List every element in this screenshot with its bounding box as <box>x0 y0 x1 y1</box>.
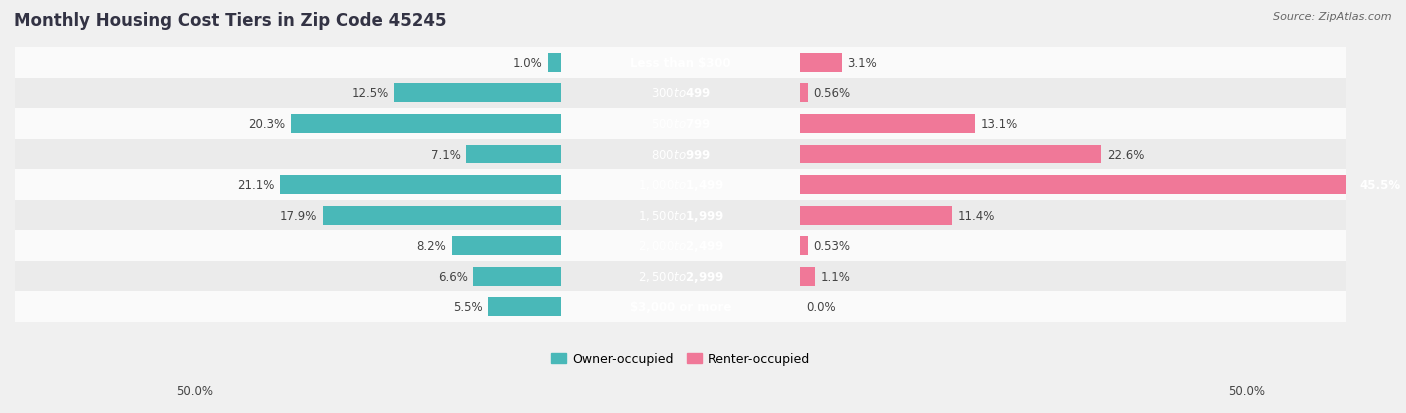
Text: $1,500 to $1,999: $1,500 to $1,999 <box>637 208 724 223</box>
Text: Monthly Housing Cost Tiers in Zip Code 45245: Monthly Housing Cost Tiers in Zip Code 4… <box>14 12 447 30</box>
Bar <box>800 54 842 73</box>
Bar <box>15 48 1347 78</box>
Text: 50.0%: 50.0% <box>176 384 212 397</box>
Text: $2,000 to $2,499: $2,000 to $2,499 <box>637 239 724 254</box>
Text: 21.1%: 21.1% <box>238 179 274 192</box>
Text: $1,000 to $1,499: $1,000 to $1,499 <box>637 178 724 192</box>
Text: $500 to $799: $500 to $799 <box>651 118 710 131</box>
Text: $3,000 or more: $3,000 or more <box>630 301 731 313</box>
Legend: Owner-occupied, Renter-occupied: Owner-occupied, Renter-occupied <box>551 352 810 366</box>
Bar <box>800 145 1101 164</box>
Text: 0.56%: 0.56% <box>813 87 851 100</box>
Text: 0.53%: 0.53% <box>813 240 849 253</box>
Text: $2,500 to $2,999: $2,500 to $2,999 <box>637 269 724 284</box>
Bar <box>15 231 1347 261</box>
Bar <box>395 84 561 103</box>
Bar <box>280 176 561 195</box>
Text: 0.0%: 0.0% <box>806 301 835 313</box>
Text: 13.1%: 13.1% <box>980 118 1018 131</box>
Bar <box>15 261 1347 292</box>
Text: 7.1%: 7.1% <box>432 148 461 161</box>
Bar <box>15 170 1347 200</box>
Bar <box>800 206 952 225</box>
Bar <box>800 237 807 256</box>
Text: 3.1%: 3.1% <box>846 57 877 70</box>
Bar <box>15 140 1347 170</box>
Bar <box>15 292 1347 322</box>
Text: 50.0%: 50.0% <box>1229 384 1265 397</box>
Bar <box>322 206 561 225</box>
Text: 12.5%: 12.5% <box>352 87 389 100</box>
Text: 17.9%: 17.9% <box>280 209 318 222</box>
Bar <box>15 78 1347 109</box>
Text: 6.6%: 6.6% <box>437 270 468 283</box>
Bar <box>15 109 1347 140</box>
Text: $800 to $999: $800 to $999 <box>651 148 710 161</box>
Bar <box>467 145 561 164</box>
Bar <box>800 115 974 134</box>
Bar <box>291 115 561 134</box>
Text: 20.3%: 20.3% <box>247 118 285 131</box>
Text: 8.2%: 8.2% <box>416 240 446 253</box>
Text: 11.4%: 11.4% <box>957 209 995 222</box>
Bar <box>15 200 1347 231</box>
Bar <box>472 267 561 286</box>
Text: $300 to $499: $300 to $499 <box>651 87 710 100</box>
Bar <box>800 84 808 103</box>
Bar <box>488 298 561 316</box>
Text: Source: ZipAtlas.com: Source: ZipAtlas.com <box>1274 12 1392 22</box>
Bar <box>800 267 815 286</box>
Text: 1.0%: 1.0% <box>512 57 543 70</box>
Bar <box>451 237 561 256</box>
Text: Less than $300: Less than $300 <box>630 57 731 70</box>
Text: 5.5%: 5.5% <box>453 301 482 313</box>
Text: 1.1%: 1.1% <box>821 270 851 283</box>
Bar <box>547 54 561 73</box>
Bar <box>800 176 1406 195</box>
Text: 22.6%: 22.6% <box>1107 148 1144 161</box>
Text: 45.5%: 45.5% <box>1360 179 1400 192</box>
